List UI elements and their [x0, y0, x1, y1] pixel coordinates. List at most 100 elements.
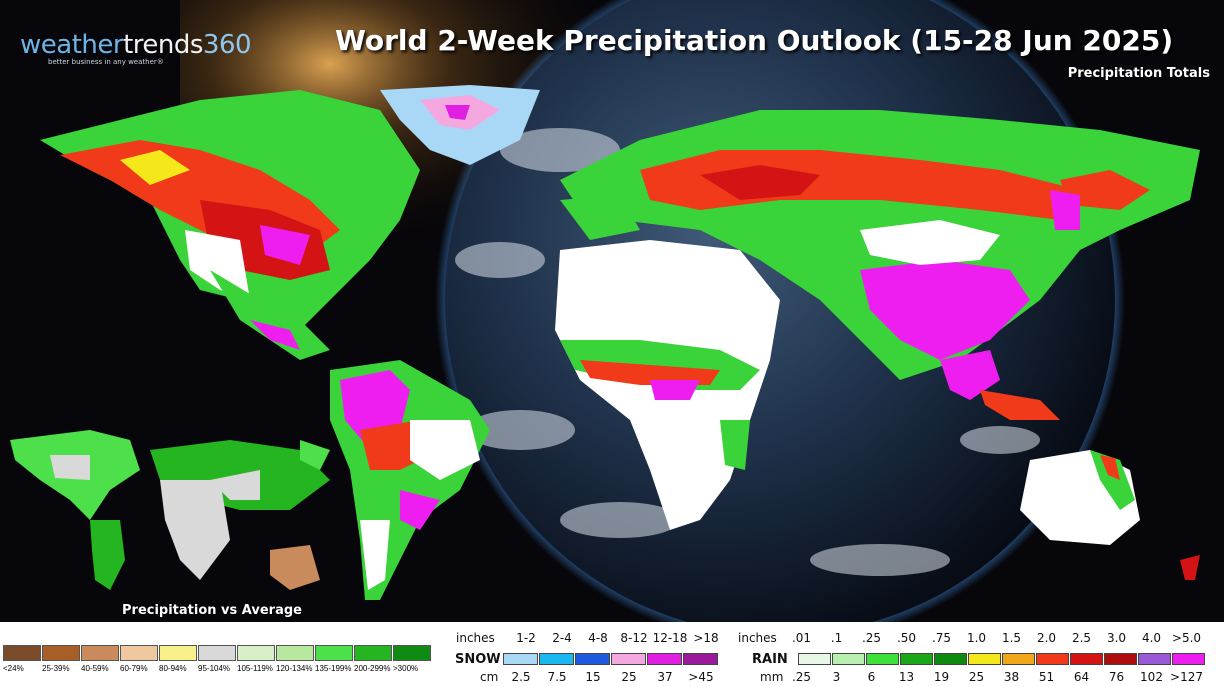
rain-inches-unit: inches — [738, 631, 777, 645]
rain-inches-tick: 3.0 — [1106, 631, 1127, 645]
snow-inches-unit: inches — [456, 631, 495, 645]
logo-part-360: 360 — [202, 30, 252, 60]
percent-of-average-label: 80-94% — [159, 664, 187, 673]
rain-inches-tick: .75 — [931, 631, 952, 645]
legend-panel: <24% 25-39% 40-59% 60-79% 80-94% 95-104% 105-1… — [0, 622, 1224, 686]
percent-of-average-swatch — [393, 645, 431, 661]
percent-of-average-label: 120-134% — [276, 664, 313, 673]
percent-of-average-swatch — [237, 645, 275, 661]
snow-swatch — [575, 653, 610, 665]
globe-clouds — [455, 128, 1040, 576]
snow-inches-tick: >18 — [693, 631, 719, 645]
world-precipitation-map — [10, 0, 1200, 622]
logo-tagline: better business in any weather® — [48, 58, 164, 66]
inset-map-label: Precipitation vs Average — [122, 603, 302, 618]
rain-mm-tick: 13 — [898, 670, 915, 684]
rain-mm-tick: 51 — [1038, 670, 1055, 684]
percent-of-average-color-bar — [3, 645, 432, 661]
rain-inches-tick: 2.5 — [1071, 631, 1092, 645]
greenland — [380, 85, 540, 165]
south-america — [330, 360, 490, 600]
snow-cm-tick: 15 — [585, 670, 601, 684]
rain-inches-tick: 2.0 — [1036, 631, 1057, 645]
rain-swatch — [934, 653, 967, 665]
percent-of-average-label: 60-79% — [120, 664, 148, 673]
snow-inches-tick: 8-12 — [620, 631, 648, 645]
snow-inches-scale: 1-2 2-4 4-8 8-12 12-18 >18 — [508, 631, 724, 645]
rain-label: RAIN — [752, 652, 788, 667]
page-title: World 2-Week Precipitation Outlook (15-2… — [335, 24, 1174, 57]
rain-mm-tick: 25 — [968, 670, 985, 684]
rain-swatch — [798, 653, 831, 665]
rain-inches-tick: .50 — [896, 631, 917, 645]
snow-cm-scale: 2.5 7.5 15 25 37 >45 — [503, 670, 719, 684]
rain-mm-tick: .25 — [791, 670, 812, 684]
percent-of-average-swatch — [159, 645, 197, 661]
percent-of-average-label: 200-299% — [354, 664, 391, 673]
map-subtitle: Precipitation Totals — [1067, 66, 1210, 81]
rain-swatch — [968, 653, 1001, 665]
snow-swatch — [647, 653, 682, 665]
rain-swatch — [866, 653, 899, 665]
rain-mm-tick: 76 — [1108, 670, 1125, 684]
europe-asia — [560, 110, 1200, 420]
snow-cm-unit: cm — [480, 670, 499, 684]
rain-inches-scale: .01 .1 .25 .50 .75 1.0 1.5 2.0 2.5 3.0 4.0 >5.0 — [784, 631, 1204, 645]
rain-swatch — [1036, 653, 1069, 665]
rain-inches-tick: 4.0 — [1141, 631, 1162, 645]
percent-of-average-swatch — [120, 645, 158, 661]
rain-inches-tick: .25 — [861, 631, 882, 645]
rain-mm-scale: .25 3 6 13 19 25 38 51 64 76 102 >127 — [784, 670, 1204, 684]
snow-color-bar — [503, 653, 719, 665]
rain-swatch — [1172, 653, 1205, 665]
logo-part-trends: trends — [123, 30, 203, 60]
percent-of-average-swatch — [276, 645, 314, 661]
africa — [555, 195, 780, 530]
snow-swatch — [611, 653, 646, 665]
rain-inches-tick: .01 — [791, 631, 812, 645]
snow-swatch — [683, 653, 718, 665]
percent-of-average-label: >300% — [393, 664, 419, 673]
rain-color-bar — [798, 653, 1206, 665]
australia — [1020, 450, 1200, 580]
rain-swatch — [1104, 653, 1137, 665]
snow-swatch — [503, 653, 538, 665]
percent-of-average-labels: <24% 25-39% 40-59% 60-79% 80-94% 95-104% 105-1… — [3, 664, 432, 673]
weathertrends360-logo: weathertrends360 better business in any … — [20, 30, 252, 66]
snow-cm-tick: 7.5 — [547, 670, 567, 684]
rain-mm-tick: 19 — [933, 670, 950, 684]
rain-mm-tick: 6 — [867, 670, 876, 684]
north-america — [40, 90, 420, 360]
rain-inches-tick: 1.5 — [1001, 631, 1022, 645]
snow-cm-tick: 25 — [621, 670, 637, 684]
logo-part-weather: weather — [20, 30, 124, 60]
percent-of-average-swatch — [354, 645, 392, 661]
snow-cm-tick: 2.5 — [511, 670, 531, 684]
percent-of-average-label: 25-39% — [42, 664, 70, 673]
snow-cm-tick: >45 — [688, 670, 714, 684]
snow-cm-tick: 37 — [657, 670, 673, 684]
inset-anomaly-map — [10, 430, 330, 590]
percent-of-average-swatch — [3, 645, 41, 661]
snow-inches-tick: 4-8 — [588, 631, 608, 645]
rain-swatch — [1070, 653, 1103, 665]
snow-inches-tick: 12-18 — [652, 631, 688, 645]
percent-of-average-label: 40-59% — [81, 664, 109, 673]
rain-mm-tick: 38 — [1003, 670, 1020, 684]
rain-inches-tick: >5.0 — [1171, 631, 1202, 645]
rain-mm-tick: 3 — [832, 670, 841, 684]
snow-inches-tick: 1-2 — [516, 631, 536, 645]
rain-swatch — [1138, 653, 1171, 665]
rain-mm-unit: mm — [760, 670, 784, 684]
percent-of-average-swatch — [42, 645, 80, 661]
rain-swatch — [900, 653, 933, 665]
percent-of-average-label: <24% — [3, 664, 24, 673]
rain-inches-tick: 1.0 — [966, 631, 987, 645]
percent-of-average-label: 95-104% — [198, 664, 231, 673]
percent-of-average-swatch — [315, 645, 353, 661]
rain-mm-tick: >127 — [1170, 670, 1203, 684]
snow-inches-tick: 2-4 — [552, 631, 572, 645]
percent-of-average-swatch — [198, 645, 236, 661]
rain-swatch — [1002, 653, 1035, 665]
